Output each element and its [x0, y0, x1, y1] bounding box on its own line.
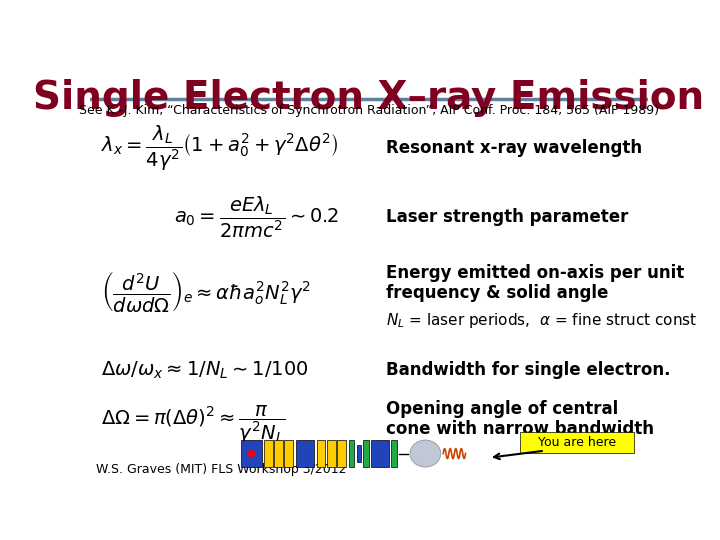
Text: $N_L$ = laser periods,  $\alpha$ = fine struct const: $N_L$ = laser periods, $\alpha$ = fine s…	[386, 311, 697, 330]
Bar	[364, 440, 369, 467]
Text: $\left(\dfrac{d^2U}{d\omega d\Omega}\right)_e \approx \alpha\hbar a_o^2 N_L^2 \g: $\left(\dfrac{d^2U}{d\omega d\Omega}\rig…	[101, 269, 312, 314]
Bar	[327, 440, 336, 467]
Circle shape	[247, 450, 256, 457]
Bar	[240, 440, 262, 467]
Text: Laser strength parameter: Laser strength parameter	[386, 207, 628, 226]
Text: Single Electron X–ray Emission: Single Electron X–ray Emission	[33, 79, 705, 117]
Text: $\lambda_x = \dfrac{\lambda_L}{4\gamma^2}\left(1 + a_0^2 + \gamma^2\Delta\theta^: $\lambda_x = \dfrac{\lambda_L}{4\gamma^2…	[101, 123, 339, 173]
Text: $\Delta\Omega = \pi\left(\Delta\theta\right)^2 \approx \dfrac{\pi}{\gamma^2 N_L}: $\Delta\Omega = \pi\left(\Delta\theta\ri…	[101, 403, 285, 446]
Bar	[356, 446, 361, 462]
Text: W.S. Graves (MIT) FLS Workshop 3/2012: W.S. Graves (MIT) FLS Workshop 3/2012	[96, 463, 346, 476]
Bar	[274, 440, 283, 467]
Text: See K.-J. Kim, “Characteristics of Synchrotron Radiation”, AIP Conf. Proc. 184, : See K.-J. Kim, “Characteristics of Synch…	[79, 104, 659, 117]
Bar	[297, 440, 315, 467]
Bar	[372, 440, 389, 467]
Text: $\Delta\omega/\omega_x \approx 1/N_L \sim 1/100$: $\Delta\omega/\omega_x \approx 1/N_L \si…	[101, 360, 309, 381]
Ellipse shape	[410, 440, 441, 467]
Bar	[392, 440, 397, 467]
Text: Energy emitted on-axis per unit
frequency & solid angle: Energy emitted on-axis per unit frequenc…	[386, 264, 684, 302]
Text: Opening angle of central
cone with narrow bandwidth: Opening angle of central cone with narro…	[386, 400, 654, 438]
Bar	[337, 440, 346, 467]
Text: $a_0 = \dfrac{eE\lambda_L}{2\pi mc^2} \sim 0.2$: $a_0 = \dfrac{eE\lambda_L}{2\pi mc^2} \s…	[174, 194, 339, 240]
Bar	[284, 440, 293, 467]
Text: Resonant x-ray wavelength: Resonant x-ray wavelength	[386, 139, 642, 157]
Bar	[317, 440, 325, 467]
FancyBboxPatch shape	[520, 432, 634, 453]
Bar	[264, 440, 273, 467]
Text: You are here: You are here	[538, 436, 616, 449]
Bar	[349, 440, 354, 467]
Text: Bandwidth for single electron.: Bandwidth for single electron.	[386, 361, 670, 380]
